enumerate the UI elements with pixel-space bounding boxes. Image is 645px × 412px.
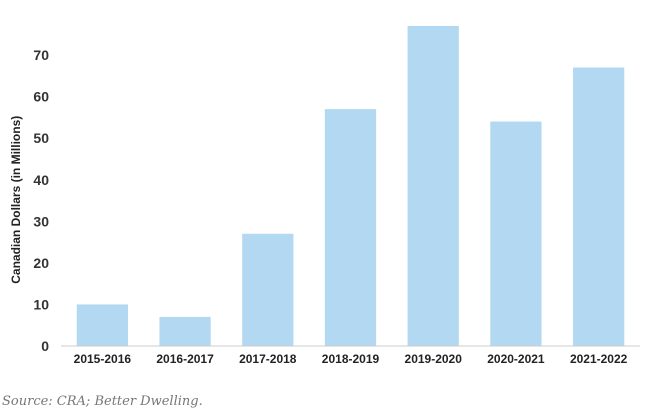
y-tick-label: 30 (33, 213, 49, 229)
bars (76, 25, 625, 346)
x-tick-label: 2016-2017 (156, 352, 214, 366)
y-tick-label: 40 (33, 172, 49, 188)
source-note: Source: CRA; Better Dwelling. (2, 394, 203, 409)
y-tick-label: 20 (33, 255, 49, 271)
bar (407, 25, 459, 346)
x-axis-ticks: 2015-2016 2016-2017 2017-2018 2018-2019 2019… (74, 352, 628, 366)
bar (490, 121, 542, 346)
bar (324, 109, 377, 346)
x-tick-label: 2020-2021 (487, 352, 545, 366)
bar-chart: Canadian Dollars (in Millions) 0 10 20 30 40… (9, 25, 640, 366)
y-axis-ticks: 0 10 20 30 40 50 60 70 (33, 47, 49, 354)
bar (76, 304, 128, 346)
y-tick-label: 0 (41, 338, 49, 354)
x-tick-label: 2018-2019 (322, 352, 380, 366)
y-tick-label: 10 (33, 296, 49, 312)
y-tick-label: 70 (33, 47, 49, 63)
y-tick-label: 50 (33, 130, 49, 146)
x-tick-label: 2021-2022 (570, 352, 628, 366)
x-tick-label: 2017-2018 (239, 352, 297, 366)
bar (242, 233, 294, 346)
x-tick-label: 2019-2020 (405, 352, 463, 366)
bar (573, 67, 625, 346)
bar (159, 316, 211, 346)
y-axis-label: Canadian Dollars (in Millions) (9, 116, 23, 284)
y-tick-label: 60 (33, 89, 49, 105)
x-tick-label: 2015-2016 (74, 352, 132, 366)
